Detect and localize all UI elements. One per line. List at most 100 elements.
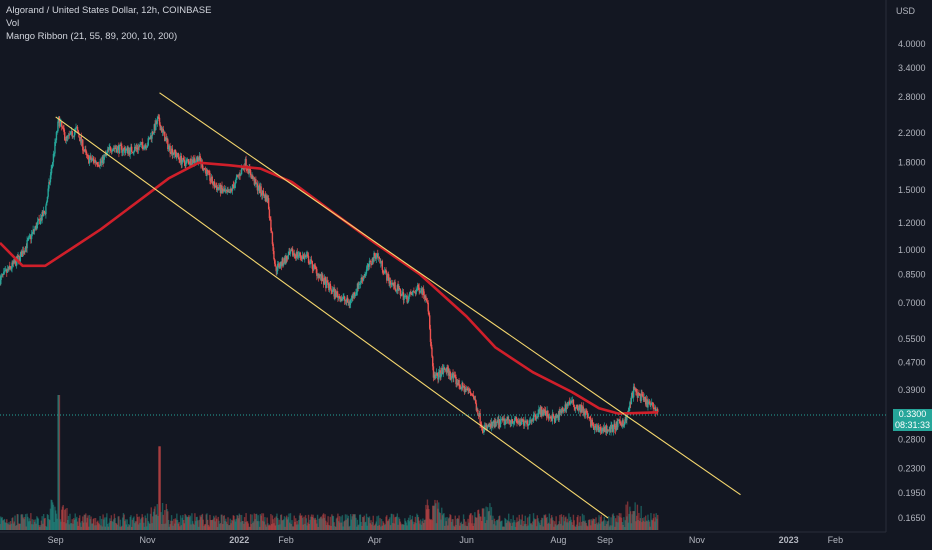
volume-bar bbox=[581, 521, 583, 530]
volume-bar bbox=[396, 513, 399, 530]
volume-bar bbox=[341, 515, 344, 530]
volume-bar bbox=[32, 524, 34, 530]
candle-body bbox=[158, 117, 161, 125]
candle-body bbox=[568, 401, 570, 403]
candle-body bbox=[224, 190, 226, 192]
candle-body bbox=[390, 283, 393, 285]
candle-body bbox=[413, 291, 416, 293]
candle-body bbox=[177, 153, 180, 157]
volume-bar bbox=[522, 526, 524, 530]
volume-bar bbox=[640, 505, 642, 530]
volume-bar bbox=[488, 510, 490, 530]
volume-bar bbox=[520, 524, 522, 530]
volume-bar bbox=[505, 522, 508, 530]
candle-body bbox=[488, 424, 490, 427]
candle-body bbox=[181, 161, 183, 165]
candle-body bbox=[389, 281, 392, 285]
candle-body bbox=[39, 217, 42, 225]
candle-body bbox=[604, 426, 606, 432]
candle-body bbox=[395, 290, 397, 292]
candle-body bbox=[168, 145, 171, 147]
volume-bar bbox=[38, 525, 40, 530]
candle-body bbox=[262, 190, 265, 195]
volume-bar bbox=[565, 516, 567, 530]
volume-bar bbox=[574, 526, 576, 530]
volume-bar bbox=[389, 525, 392, 530]
volume-bar bbox=[43, 518, 46, 530]
candle-body bbox=[134, 147, 137, 148]
candle-body bbox=[620, 423, 623, 427]
volume-bar bbox=[87, 515, 89, 530]
volume-bar bbox=[502, 526, 505, 530]
volume-bar bbox=[286, 519, 289, 530]
candle-body bbox=[557, 414, 560, 421]
candle-body bbox=[146, 145, 149, 147]
candle-body bbox=[489, 423, 492, 428]
volume-bar bbox=[216, 518, 218, 530]
volume-bar bbox=[245, 513, 247, 530]
candle-body bbox=[469, 391, 472, 394]
candle-body bbox=[234, 179, 237, 185]
volume-bar bbox=[459, 522, 462, 530]
volume-bar bbox=[84, 514, 86, 530]
candle-body bbox=[21, 251, 23, 257]
volume-bar bbox=[99, 516, 101, 530]
candle-body bbox=[213, 181, 216, 188]
volume-bar bbox=[337, 521, 340, 530]
volume-bar bbox=[532, 513, 535, 530]
volume-bar bbox=[471, 515, 474, 530]
candle-body bbox=[59, 122, 61, 127]
candle-body bbox=[351, 295, 353, 299]
volume-bar bbox=[181, 517, 183, 530]
volume-bar bbox=[40, 520, 43, 530]
candle-body bbox=[246, 168, 249, 171]
volume-bar bbox=[515, 522, 517, 530]
candle-body bbox=[295, 251, 298, 258]
volume-bar bbox=[381, 525, 383, 530]
candle-body bbox=[365, 273, 367, 275]
candle-body bbox=[77, 130, 79, 134]
volume-bar bbox=[88, 526, 90, 530]
candle-body bbox=[89, 156, 92, 159]
volume-bar bbox=[614, 518, 617, 530]
candle-body bbox=[654, 407, 656, 409]
candle-body bbox=[310, 259, 313, 262]
volume-bar bbox=[197, 526, 200, 530]
candle-body bbox=[100, 160, 103, 163]
volume-indicator-label[interactable]: Vol bbox=[6, 18, 20, 29]
candle-body bbox=[334, 290, 336, 297]
volume-bar bbox=[176, 513, 178, 530]
volume-bar bbox=[406, 525, 408, 530]
volume-bar bbox=[18, 523, 21, 530]
volume-bar bbox=[578, 526, 580, 530]
volume-bar bbox=[654, 521, 656, 530]
candle-body bbox=[261, 193, 263, 196]
candle-body bbox=[580, 405, 582, 413]
volume-bar bbox=[524, 515, 526, 530]
volume-bar bbox=[636, 504, 639, 530]
candle-body bbox=[375, 254, 377, 259]
candle-body bbox=[176, 153, 179, 157]
volume-bar bbox=[123, 514, 125, 530]
candle-body bbox=[297, 255, 299, 257]
volume-bar bbox=[513, 522, 515, 530]
candle-body bbox=[605, 425, 607, 432]
volume-bar bbox=[347, 515, 350, 530]
volume-bar bbox=[204, 524, 207, 530]
candle-body bbox=[599, 426, 601, 430]
volume-bar bbox=[498, 515, 501, 530]
candle-body bbox=[303, 255, 305, 260]
candle-body bbox=[100, 161, 102, 163]
candle-body bbox=[75, 127, 77, 130]
candle-body bbox=[415, 289, 417, 294]
volume-bar bbox=[377, 515, 380, 530]
candle-body bbox=[436, 372, 438, 376]
x-tick-label: Feb bbox=[828, 535, 844, 545]
candle-body bbox=[173, 149, 176, 155]
mango-ribbon-indicator-label[interactable]: Mango Ribbon (21, 55, 89, 200, 10, 200) bbox=[6, 31, 178, 42]
symbol-title[interactable]: Algorand / United States Dollar, 12h, CO… bbox=[6, 5, 212, 16]
candle-body bbox=[465, 389, 467, 390]
candle-body bbox=[183, 159, 186, 163]
volume-bar bbox=[504, 517, 506, 530]
